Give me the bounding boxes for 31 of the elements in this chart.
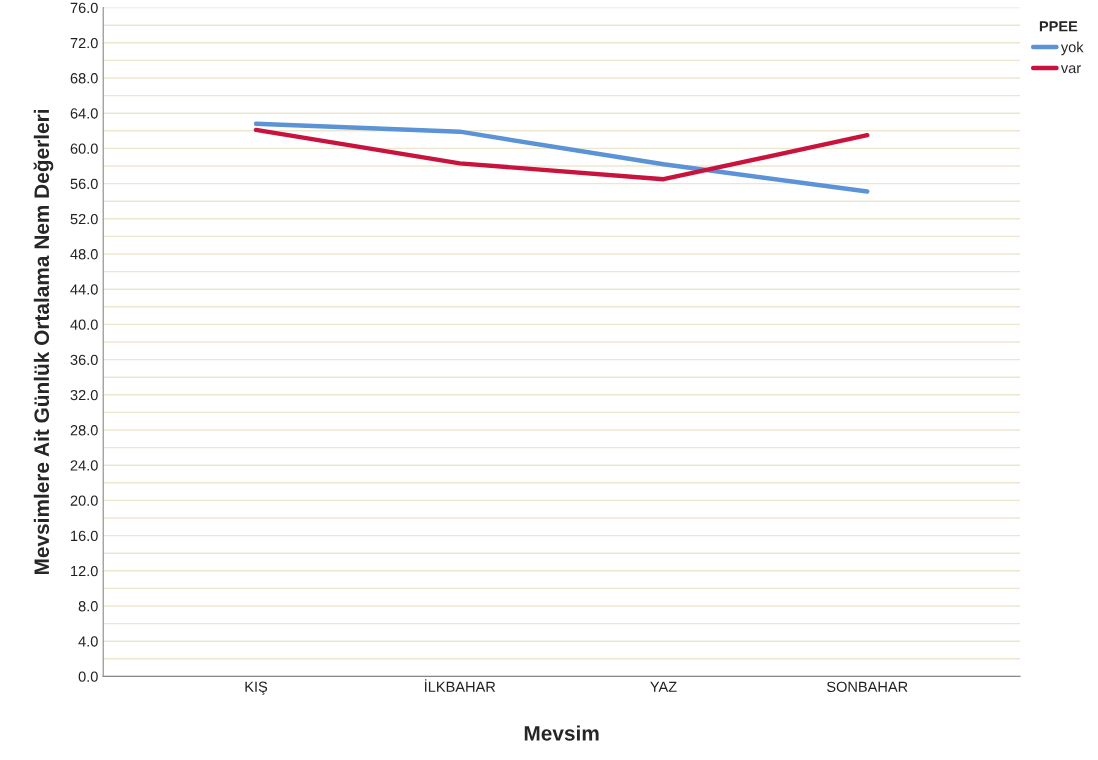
y-tick-label: 8.0 (78, 601, 98, 612)
y-tick-label: 20.0 (70, 495, 98, 506)
line-series (253, 127, 870, 182)
x-tick-label: SONBAHAR (826, 681, 908, 692)
y-tick-label: 76.0 (70, 2, 98, 14)
legend-title: PPEE (1039, 21, 1078, 32)
y-tick-label: 44.0 (70, 284, 98, 295)
x-axis-title: Mevsim (524, 725, 599, 741)
line-series (253, 121, 870, 194)
y-tick-label: 60.0 (70, 143, 98, 154)
y-tick-label: 4.0 (78, 636, 98, 647)
y-tick-label: 48.0 (70, 249, 98, 260)
y-axis-title: Mevsimlere Ait Günlük Ortalama Nem Değerleri (33, 109, 54, 575)
x-tick-label: İLKBAHAR (425, 679, 496, 692)
y-tick-label: 12.0 (71, 565, 98, 577)
y-tick-label: 0.0 (78, 671, 98, 682)
y-tick-label: 56.0 (70, 178, 98, 190)
y-tick-label: 32.0 (70, 389, 98, 401)
y-tick-label: 64.0 (70, 108, 98, 119)
y-tick-label: 68.0 (70, 73, 98, 84)
y-tick-label: 36.0 (70, 354, 98, 366)
y-tick-label: 28.0 (70, 425, 98, 436)
x-tick-label: KIŞ (245, 681, 268, 695)
legend-label: yok (1060, 41, 1084, 56)
y-tick-label: 16.0 (71, 530, 98, 542)
legend-label: var (1060, 65, 1081, 74)
y-tick-label: 24.0 (70, 460, 98, 471)
y-tick-label: 52.0 (70, 213, 98, 225)
y-tick-label: 72.0 (70, 37, 98, 49)
x-tick-label: YAZ (650, 681, 677, 692)
y-tick-label: 40.0 (70, 319, 98, 330)
